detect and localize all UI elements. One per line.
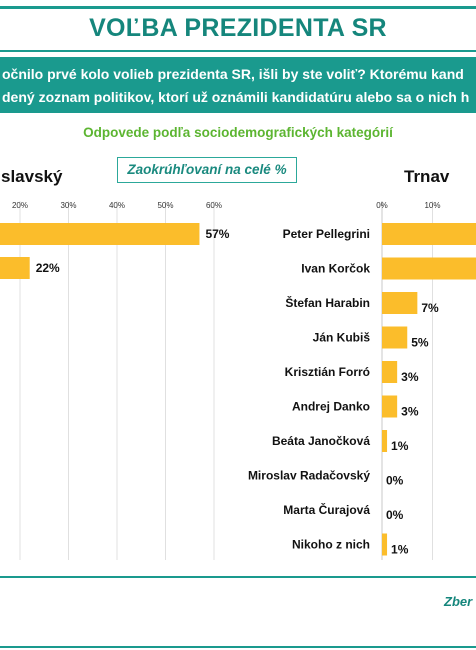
right-value-label: 0% [386,474,404,488]
right-category-label: Beáta Janočková [272,434,370,448]
right-value-label: 3% [401,370,419,384]
right-value-label: 1% [391,439,409,453]
right-category-label: Krisztián Forró [285,365,370,379]
right-category-label: Nikoho z nich [292,538,370,552]
right-value-label: 3% [401,405,419,419]
right-bar [382,223,476,245]
right-bar [382,257,476,280]
title-box [0,6,476,52]
left-bar [0,257,30,279]
subtitle: Odpovede podľa sociodemografických kateg… [83,125,393,140]
footer-divider-top [0,576,476,578]
right-bar [382,326,408,349]
right-category-label: Štefan Harabin [285,295,370,310]
right-bar [382,430,388,452]
right-value-label: 7% [421,301,439,315]
right-category-label: Marta Čurajová [283,502,370,517]
right-value-label: 0% [386,508,404,522]
right-bar [382,292,418,314]
left-bar [0,223,200,245]
right-tick-label: 0% [376,201,388,210]
right-category-label: Miroslav Radačovský [248,469,370,483]
rounding-note: Zaokrúhľovaní na celé % [117,157,297,183]
left-tick-label: 30% [60,201,76,210]
source-text: Zber [444,594,473,609]
left-tick-label: 20% [12,201,28,210]
right-bar [382,395,398,418]
left-value-label: 22% [36,261,60,275]
question-line-2: dený zoznam politikov, ktorí už oznámili… [2,89,470,105]
left-value-label: 57% [205,227,229,241]
left-tick-label: 50% [157,201,173,210]
right-category-label: Ján Kubiš [313,331,371,345]
question-banner: očnilo prvé kolo volieb prezidenta SR, i… [0,57,476,113]
page-title: VOĽBA PREZIDENTA SR [89,14,387,42]
right-bar [382,361,398,383]
right-tick-label: 10% [424,201,440,210]
left-tick-label: 60% [206,201,222,210]
left-tick-label: 40% [109,201,125,210]
right-category-label: Andrej Danko [292,400,370,414]
footer-divider-bottom [0,646,476,648]
right-category-label: Ivan Korčok [301,262,370,276]
chart-right-title: Trnav [404,167,450,186]
right-bar [382,533,388,556]
right-value-label: 5% [411,336,429,350]
chart-left-title: slavský [1,167,63,186]
right-value-label: 1% [391,543,409,557]
question-line-1: očnilo prvé kolo volieb prezidenta SR, i… [2,66,464,82]
right-category-label: Peter Pellegrini [283,227,370,241]
